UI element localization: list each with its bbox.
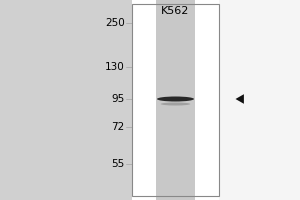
Bar [156,0,195,200]
Bar [0,0,132,200]
Text: 250: 250 [105,18,124,28]
Text: 55: 55 [111,159,124,169]
Ellipse shape [157,97,194,102]
Text: 130: 130 [105,62,124,72]
Bar [132,4,219,196]
Text: 72: 72 [111,122,124,132]
Ellipse shape [161,102,190,106]
Text: K562: K562 [161,6,190,16]
Text: 95: 95 [111,94,124,104]
Polygon shape [236,94,244,104]
Bar [219,0,300,200]
